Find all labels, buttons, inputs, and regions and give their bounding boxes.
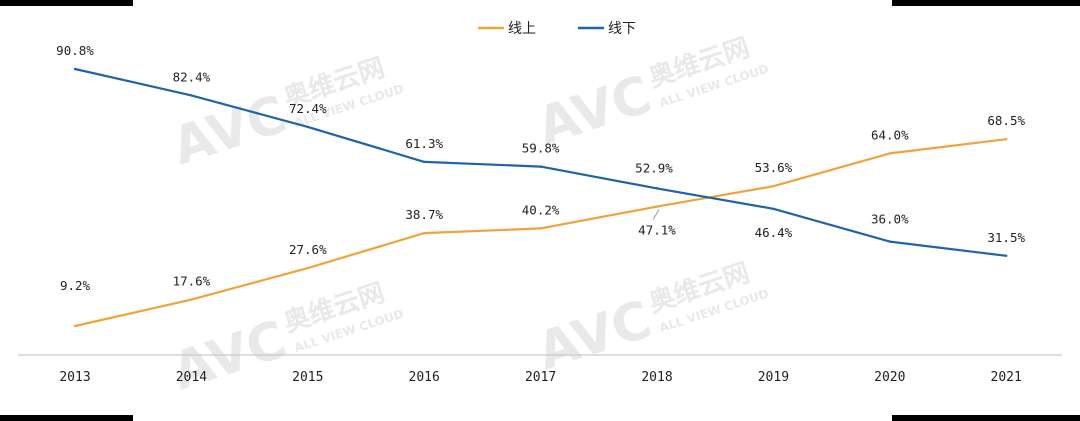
series-2-point (888, 240, 891, 243)
watermark-logo: AVC (165, 85, 293, 178)
series-1-point (1005, 138, 1008, 141)
data-label: 59.8% (522, 141, 560, 156)
legend-label-1: 线上 (508, 21, 536, 37)
x-axis-ticks: 2013 2014 2015 2016 2017 2018 2019 2020 2021 (59, 370, 1022, 385)
data-label: 72.4% (289, 101, 327, 116)
data-label: 82.4% (173, 69, 211, 84)
data-label: 38.7% (405, 207, 443, 222)
data-label: 61.3% (405, 136, 443, 151)
data-label: 27.6% (289, 242, 327, 257)
series-1-point (539, 227, 542, 230)
series-1-point (655, 205, 659, 208)
series-2-point (190, 94, 193, 97)
series-1-point (190, 298, 193, 301)
series-layer (73, 67, 1008, 328)
top-left-bar (0, 0, 133, 6)
data-label: 36.0% (871, 212, 909, 227)
data-label: 17.6% (173, 274, 211, 289)
label-leader-line (652, 209, 660, 220)
series-2-point (306, 125, 309, 129)
x-tick-label: 2021 (991, 370, 1022, 385)
series-2-point (655, 187, 659, 190)
data-label: 52.9% (635, 160, 673, 175)
watermark-logo: AVC (530, 290, 658, 383)
data-label: 64.0% (871, 127, 909, 142)
series-2-point (1005, 254, 1008, 257)
data-label: 31.5% (987, 230, 1025, 245)
x-tick-label: 2016 (409, 370, 440, 385)
data-label: 47.1% (638, 223, 676, 238)
x-tick-label: 2017 (525, 370, 556, 385)
bottom-right-bar (892, 415, 1080, 421)
series-2-point (539, 165, 542, 168)
data-label: 53.6% (755, 160, 793, 175)
series-1-point (772, 184, 775, 188)
data-label: 40.2% (522, 202, 560, 217)
series-2-point (73, 67, 77, 71)
series-1-point (423, 231, 426, 235)
legend: 线上 线下 (478, 21, 636, 37)
data-labels: 9.2% 17.6% 27.6% 38.7% 40.2% 47.1% 53.6% 64.0% 6… (56, 43, 1025, 293)
watermark-logo: AVC (165, 310, 293, 403)
data-label: 90.8% (56, 43, 94, 58)
x-tick-label: 2018 (641, 370, 672, 385)
series-1-point (306, 266, 309, 270)
series-1-point (888, 152, 891, 155)
series-1-point (73, 324, 77, 328)
series-2-point (423, 160, 426, 164)
x-tick-label: 2020 (874, 370, 905, 385)
top-right-bar (892, 0, 1080, 6)
x-tick-label: 2015 (292, 370, 323, 385)
series-2-point (772, 207, 775, 211)
data-label: 68.5% (987, 113, 1025, 128)
data-label: 9.2% (60, 278, 91, 293)
x-tick-label: 2019 (758, 370, 789, 385)
bottom-left-bar (0, 415, 133, 421)
data-label: 46.4% (755, 225, 793, 240)
x-tick-label: 2013 (59, 370, 90, 385)
x-tick-label: 2014 (176, 370, 207, 385)
legend-label-2: 线下 (608, 21, 636, 37)
